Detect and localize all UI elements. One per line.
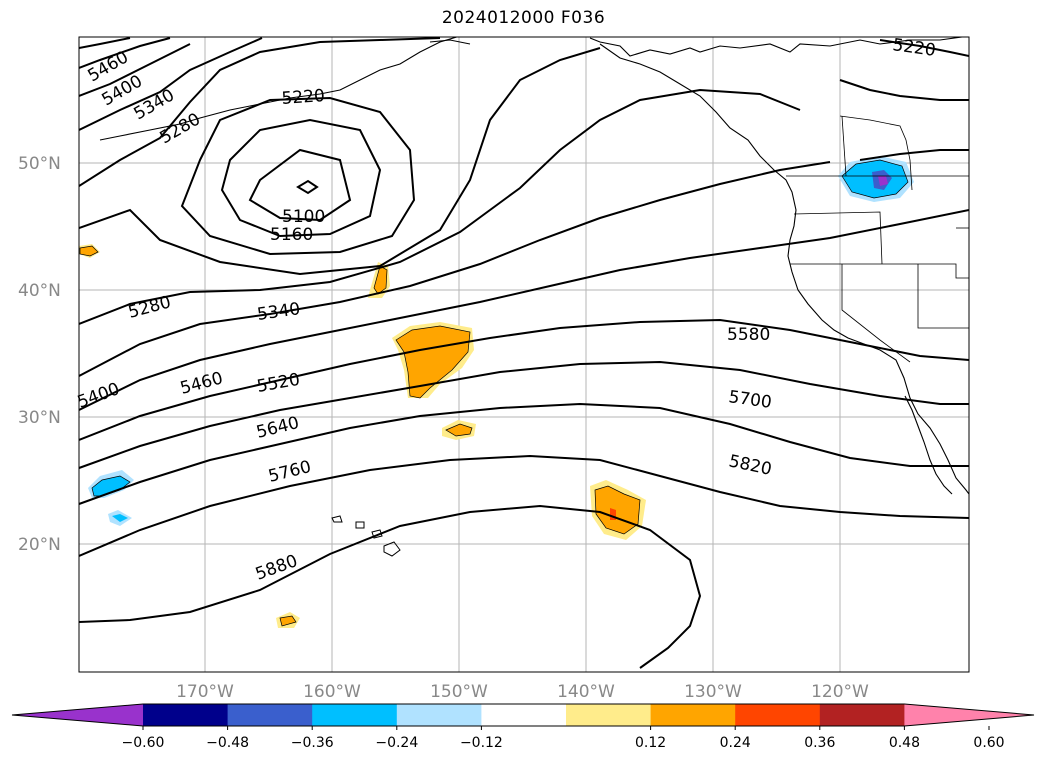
colorbar-tick-label: −0.24 — [375, 735, 418, 751]
colorbar-segment — [227, 704, 313, 726]
colorbar-tick-label: 0.12 — [635, 735, 666, 751]
colorbar-tick-label: −0.48 — [206, 735, 249, 751]
height-contours — [79, 37, 969, 669]
lon-label-120w: 120°W — [811, 682, 869, 702]
colorbar — [11, 703, 1035, 727]
lat-label-50n: 50°N — [18, 154, 61, 174]
colorbar-extend-low — [12, 704, 143, 726]
lat-label-40n: 40°N — [18, 281, 61, 301]
map-area — [79, 37, 969, 672]
colorbar-segment — [143, 704, 229, 726]
colorbar-ticks: −0.60 −0.48 −0.36 −0.24 −0.12 0.12 0.24 0.36 0.4… — [122, 726, 1005, 751]
lat-label-20n: 20°N — [18, 535, 61, 555]
lon-label-140w: 140°W — [557, 682, 615, 702]
colorbar-segment — [650, 704, 736, 726]
colorbar-tick-label: 0.36 — [804, 735, 835, 751]
colorbar-segment — [396, 704, 482, 726]
colorbar-tick-label: 0.60 — [973, 735, 1004, 751]
contour-label: 5100 — [282, 207, 325, 227]
coastlines — [99, 37, 969, 495]
colorbar-segment — [819, 704, 905, 726]
lat-label-30n: 30°N — [18, 408, 61, 428]
colorbar-tick-label: −0.36 — [291, 735, 334, 751]
lon-label-130w: 130°W — [684, 682, 742, 702]
colorbar-tick-label: 0.24 — [720, 735, 751, 751]
contour-label: 5160 — [270, 225, 313, 245]
longitude-labels: 170°W 160°W 150°W 140°W 130°W 120°W — [176, 682, 869, 702]
contour-label: 5220 — [281, 86, 326, 109]
lon-label-170w: 170°W — [176, 682, 234, 702]
colorbar-tick-label: 0.48 — [889, 735, 920, 751]
map-frame — [78, 36, 970, 673]
colorbar-extend-high — [904, 704, 1034, 726]
colorbar-segment — [566, 704, 652, 726]
colorbar-segment — [481, 704, 567, 726]
colorbar-tick-label: −0.12 — [460, 735, 503, 751]
lon-label-150w: 150°W — [430, 682, 488, 702]
hawaii-islands — [331, 515, 401, 557]
colorbar-segment — [312, 704, 398, 726]
contour-label: 5580 — [727, 325, 770, 345]
low-center-marker — [296, 179, 319, 195]
colorbar-segment — [735, 704, 821, 726]
graticule — [79, 37, 969, 672]
lon-label-160w: 160°W — [303, 682, 361, 702]
map-title: 2024012000 F036 — [441, 8, 606, 28]
colorbar-tick-label: −0.60 — [122, 735, 165, 751]
latitude-labels: 50°N 40°N 30°N 20°N — [18, 154, 61, 555]
